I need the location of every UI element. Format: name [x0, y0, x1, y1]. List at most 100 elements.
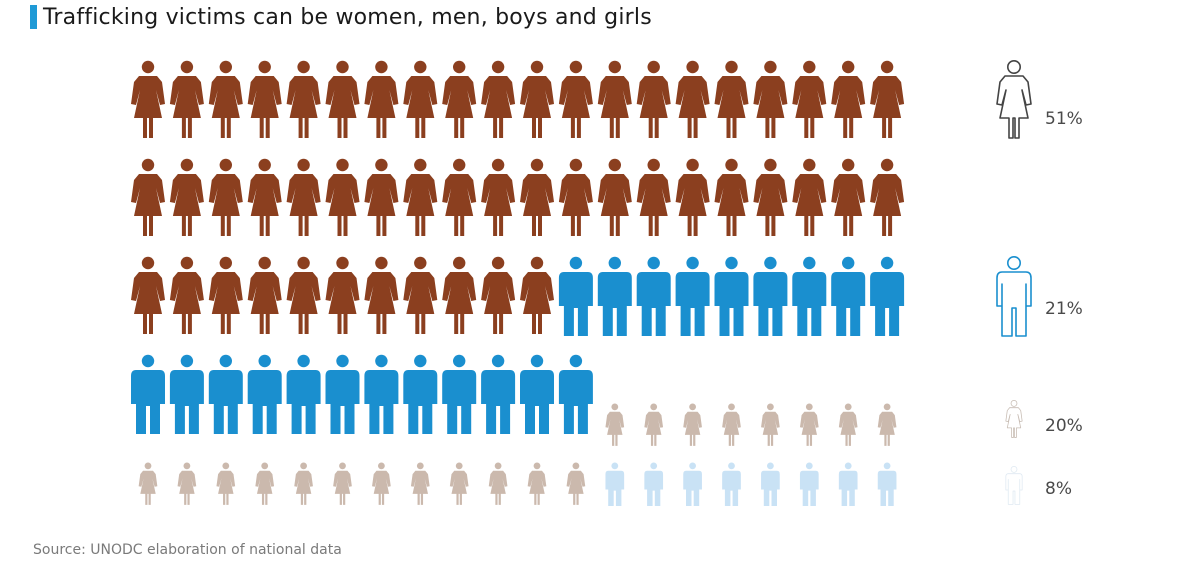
man-icon [558, 354, 593, 434]
title-accent-bar [30, 5, 37, 29]
man-icon [597, 256, 632, 336]
woman-icon [364, 256, 399, 334]
girl-icon [761, 403, 780, 446]
girl-icon [410, 462, 430, 505]
man-icon [131, 354, 165, 434]
woman-icon [364, 158, 399, 236]
girl-icon [527, 462, 547, 505]
girl-icon [683, 403, 702, 446]
legend-man-icon [996, 256, 1032, 337]
boy-icon [644, 462, 664, 506]
legend-girl-icon [1005, 400, 1023, 438]
man-icon [442, 354, 477, 434]
woman-icon [442, 256, 477, 334]
woman-icon [831, 158, 866, 236]
legend-woman-icon [996, 60, 1032, 139]
man-icon [286, 354, 321, 434]
woman-icon [520, 158, 554, 236]
girl-icon [488, 462, 508, 505]
man-icon [831, 256, 866, 336]
woman-icon [636, 158, 671, 236]
woman-icon [714, 60, 749, 138]
chart-title: Trafficking victims can be women, men, b… [43, 4, 652, 30]
woman-icon [675, 158, 710, 236]
man-icon [403, 354, 438, 434]
man-icon [481, 354, 516, 434]
woman-icon [714, 158, 749, 236]
woman-icon [442, 60, 477, 138]
woman-icon [870, 60, 905, 138]
legend-label-girls: 20% [1045, 416, 1083, 436]
boy-icon [683, 462, 702, 506]
girl-icon [838, 403, 858, 446]
man-icon [169, 354, 204, 434]
woman-icon [753, 158, 788, 236]
man-icon [247, 354, 282, 434]
legend-boy-icon [1005, 466, 1023, 505]
legend-label-boys: 8% [1045, 479, 1072, 499]
woman-icon [597, 60, 632, 138]
woman-icon [481, 256, 516, 334]
girl-icon [333, 462, 352, 505]
woman-icon [481, 60, 516, 138]
woman-icon [675, 60, 710, 138]
source-note: Source: UNODC elaboration of national da… [33, 542, 342, 558]
woman-icon [208, 158, 243, 236]
woman-icon [325, 60, 360, 138]
woman-icon [753, 60, 788, 138]
woman-icon [597, 158, 632, 236]
legend-label-women: 51% [1045, 109, 1083, 129]
man-icon [792, 256, 827, 336]
girl-icon [138, 462, 158, 505]
woman-icon [558, 60, 593, 138]
icon-grid [131, 60, 905, 506]
man-icon [636, 256, 671, 336]
woman-icon [208, 256, 243, 334]
boy-icon [799, 462, 819, 506]
girl-icon [644, 403, 664, 446]
girl-icon [449, 462, 469, 505]
woman-icon [131, 60, 165, 138]
man-icon [364, 354, 399, 434]
woman-icon [831, 60, 866, 138]
woman-icon [870, 158, 905, 236]
woman-icon [286, 60, 321, 138]
man-icon [870, 256, 905, 336]
woman-icon [403, 256, 438, 334]
girl-icon [294, 462, 313, 505]
girl-icon [255, 462, 275, 505]
man-icon [558, 256, 593, 336]
woman-icon [792, 158, 827, 236]
woman-icon [169, 256, 204, 334]
woman-icon [131, 256, 165, 334]
legend: 51% 21% 20% 8% [996, 60, 1083, 505]
woman-icon [558, 158, 593, 236]
man-icon [753, 256, 788, 336]
man-icon [520, 354, 554, 434]
woman-icon [247, 256, 282, 334]
girl-icon [605, 403, 625, 446]
woman-icon [792, 60, 827, 138]
boy-icon [877, 462, 897, 506]
man-icon [208, 354, 243, 434]
woman-icon [636, 60, 671, 138]
man-icon [325, 354, 360, 434]
woman-icon [131, 158, 165, 236]
woman-icon [364, 60, 399, 138]
woman-icon [481, 158, 516, 236]
boy-icon [605, 462, 625, 506]
man-icon [675, 256, 710, 336]
woman-icon [325, 256, 360, 334]
boy-icon [761, 462, 780, 506]
boy-icon [838, 462, 858, 506]
girl-icon [216, 462, 236, 505]
woman-icon [169, 60, 204, 138]
woman-icon [169, 158, 204, 236]
girl-icon [372, 462, 391, 505]
girl-icon [177, 462, 197, 505]
woman-icon [286, 158, 321, 236]
woman-icon [403, 60, 438, 138]
man-icon [714, 256, 749, 336]
boy-icon [722, 462, 741, 506]
